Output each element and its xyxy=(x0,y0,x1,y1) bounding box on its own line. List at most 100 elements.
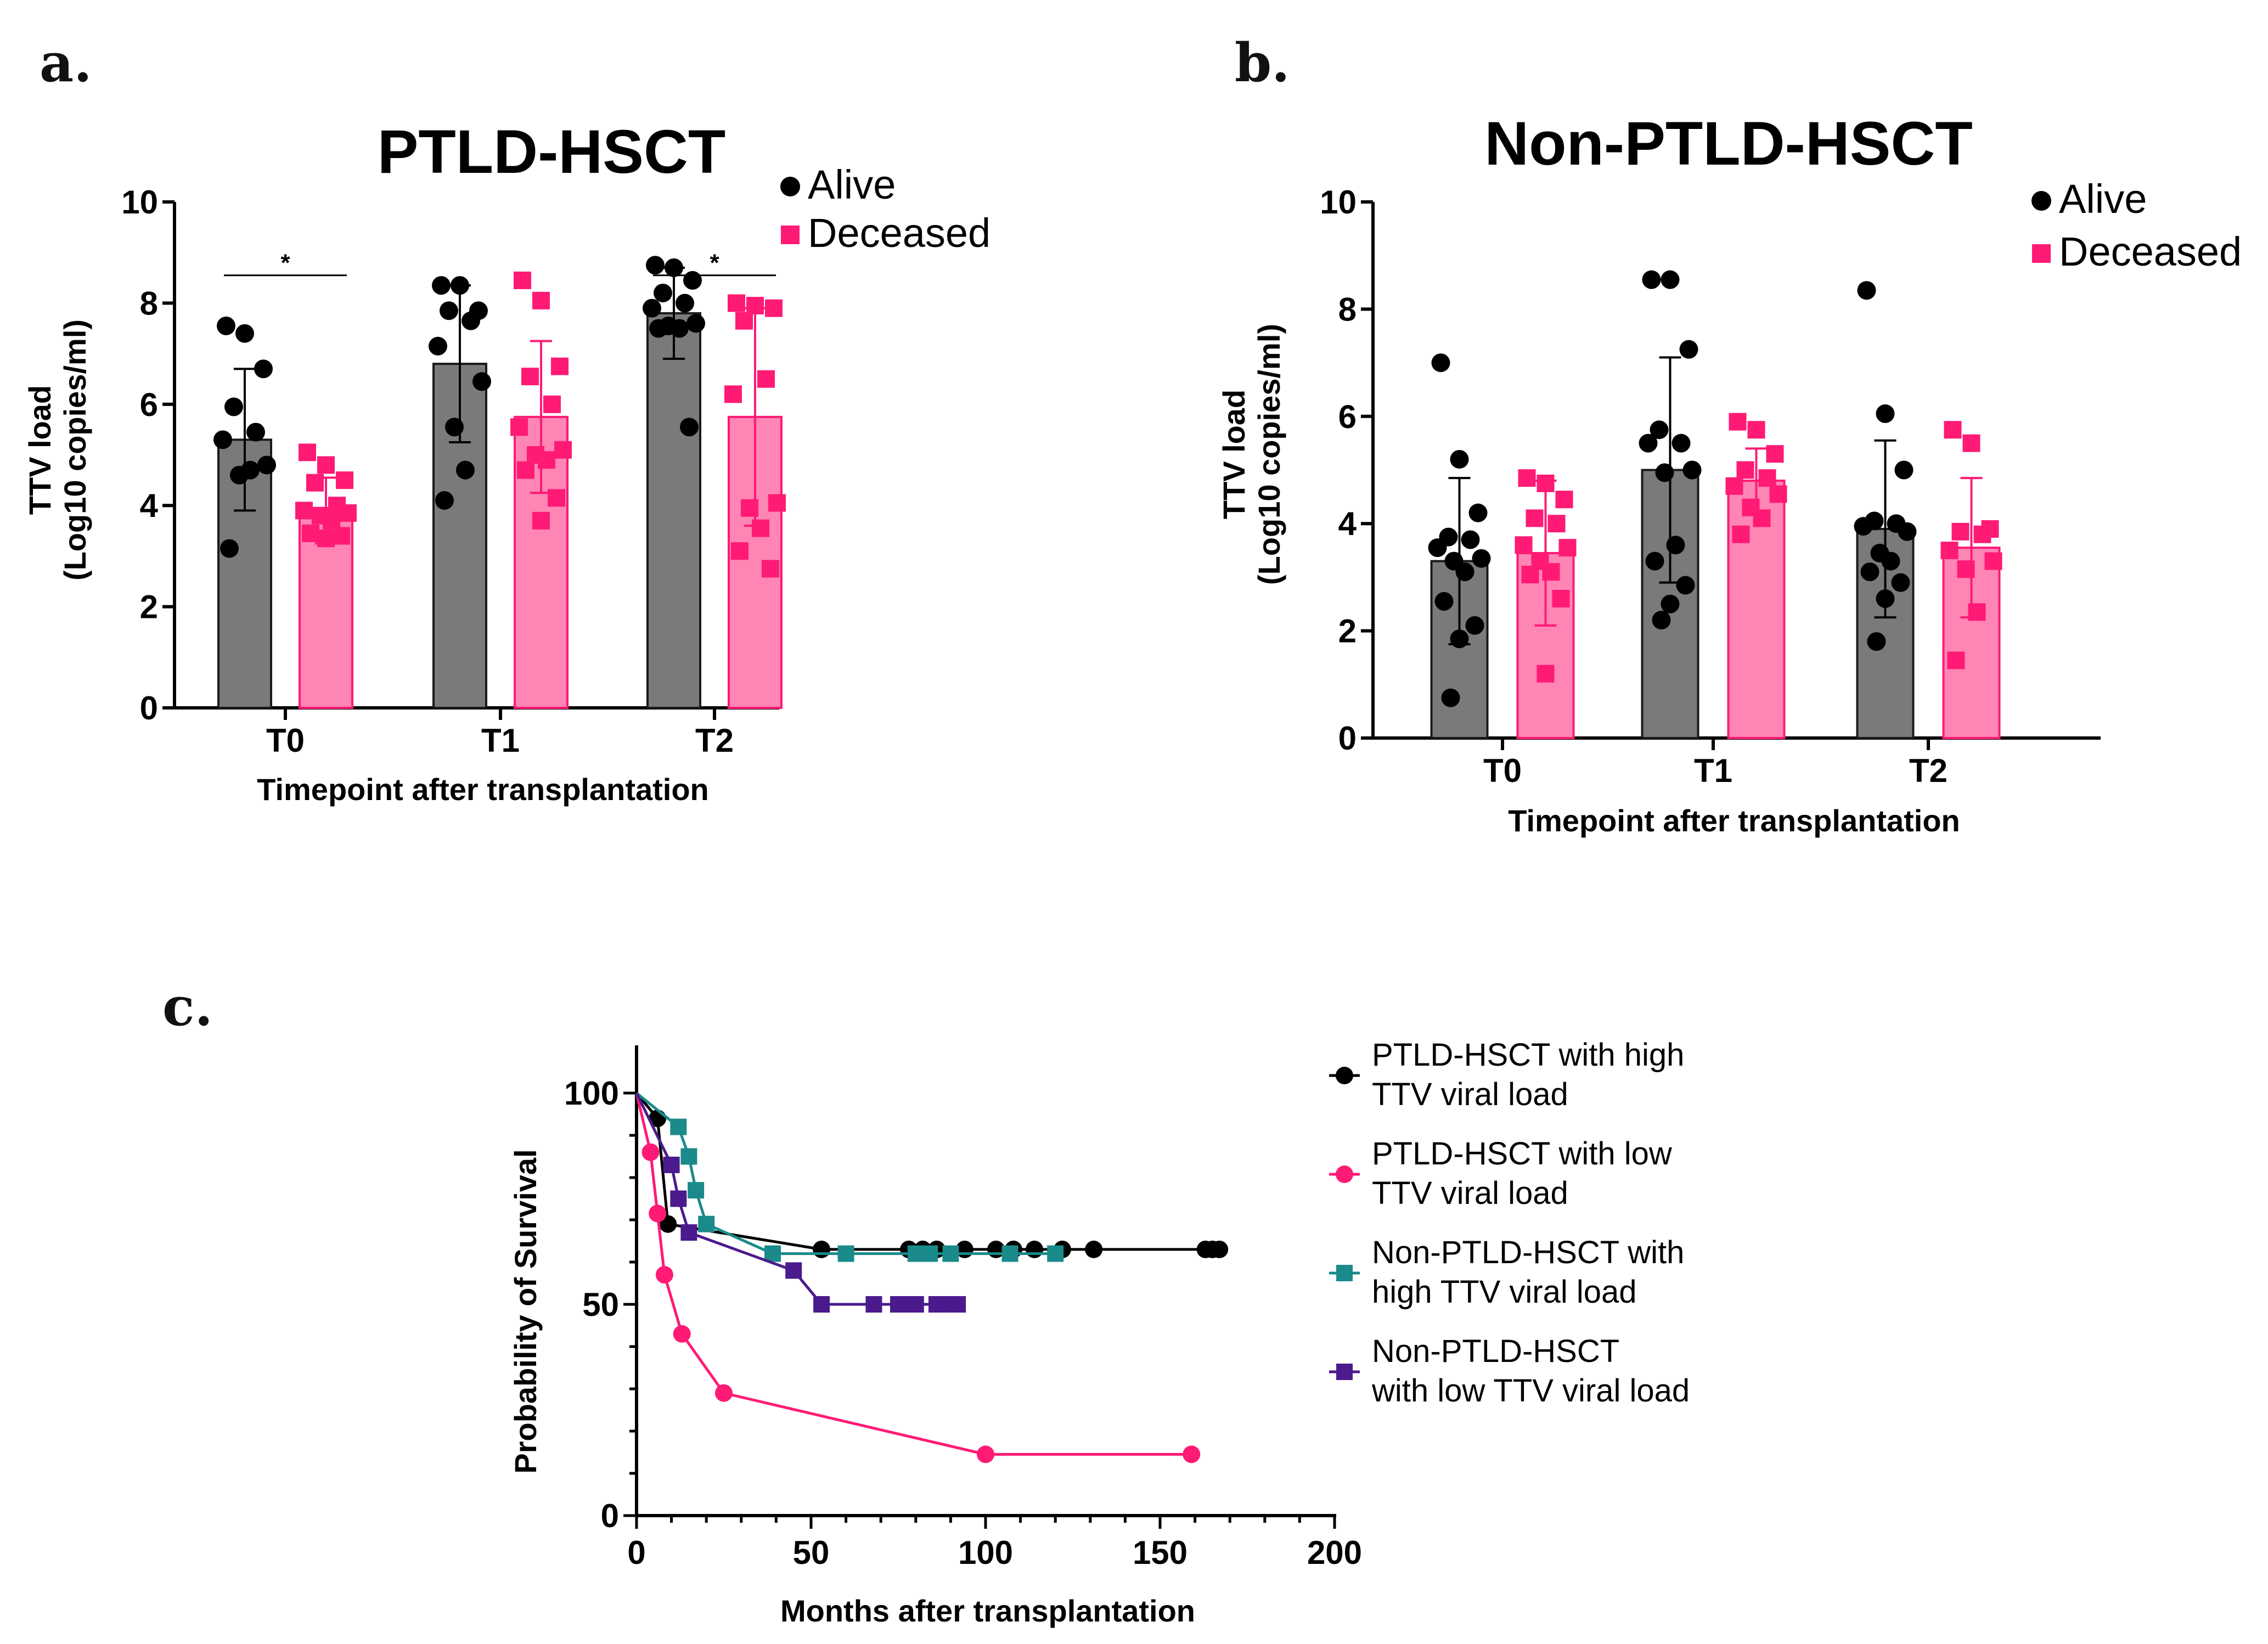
data-point-alive xyxy=(1854,517,1873,536)
data-point-deceased xyxy=(746,297,764,315)
y-tick-label: 8 xyxy=(1338,291,1357,328)
data-point-deceased xyxy=(752,519,769,537)
data-point-deceased xyxy=(1542,563,1560,581)
legend-marker xyxy=(1336,1067,1353,1084)
data-point-deceased xyxy=(538,451,555,469)
data-point-alive xyxy=(654,283,672,302)
legend-label-line1: Non-PTLD-HSCT xyxy=(1372,1333,1619,1369)
significance-star: * xyxy=(710,250,719,277)
data-point-deceased xyxy=(1940,542,1959,560)
y-tick-label: 4 xyxy=(1338,505,1357,542)
data-point-alive xyxy=(1450,629,1469,649)
data-point-deceased xyxy=(517,461,534,479)
data-point-alive xyxy=(646,256,665,275)
data-point-deceased xyxy=(1758,469,1776,487)
survival-line-1 xyxy=(635,1092,1223,1251)
data-point-alive xyxy=(1465,616,1484,635)
data-point-alive xyxy=(220,539,239,558)
legend-marker-alive xyxy=(780,177,800,196)
survival-marker xyxy=(673,1325,691,1343)
data-point-deceased xyxy=(1951,522,1969,541)
legend-marker-deceased xyxy=(781,226,800,244)
data-point-alive xyxy=(462,311,480,330)
data-point-alive xyxy=(445,418,464,437)
data-point-alive xyxy=(1645,551,1664,571)
chart-title: PTLD-HSCT xyxy=(378,117,726,186)
survival-marker xyxy=(715,1384,733,1402)
data-point-alive xyxy=(429,336,447,356)
data-point-deceased xyxy=(1944,421,1962,439)
survival-marker xyxy=(1047,1245,1064,1262)
data-point-deceased xyxy=(336,471,353,489)
y-axis-label-line1: TTV load xyxy=(22,385,57,515)
legend-marker xyxy=(1336,1364,1353,1380)
x-tick-label: T2 xyxy=(695,722,734,759)
legend-label-line2: TTV viral load xyxy=(1372,1077,1568,1112)
data-point-deceased xyxy=(333,527,350,545)
significance-star: * xyxy=(280,250,290,277)
x-axis-label: Months after transplantation xyxy=(780,1594,1195,1628)
legend-marker xyxy=(1336,1166,1353,1183)
y-axis-label: TTV load(Log10 copies/ml) xyxy=(22,319,92,581)
y-tick-label: 4 xyxy=(140,487,159,524)
data-point-deceased xyxy=(1984,552,2002,570)
survival-marker xyxy=(670,1190,687,1207)
data-point-alive xyxy=(435,491,454,510)
y-axis-label: Probability of Survival xyxy=(508,1149,543,1473)
data-point-alive xyxy=(254,359,273,379)
y-tick-label: 6 xyxy=(140,386,158,423)
data-point-alive xyxy=(1472,549,1491,568)
x-tick-label: 50 xyxy=(793,1534,830,1571)
data-point-deceased xyxy=(317,530,335,548)
x-axis-label: Timepoint after transplantation xyxy=(257,772,708,807)
survival-marker xyxy=(680,1148,697,1165)
data-point-alive xyxy=(1455,562,1475,582)
data-point-deceased xyxy=(295,502,313,520)
y-tick-label: 0 xyxy=(1338,720,1357,757)
panel-b-letter: b. xyxy=(1235,32,1290,94)
data-point-deceased xyxy=(532,511,550,530)
y-tick-label: 50 xyxy=(582,1286,619,1323)
data-point-alive xyxy=(686,314,705,333)
data-point-alive xyxy=(665,258,683,277)
data-point-deceased xyxy=(765,299,783,317)
data-point-alive xyxy=(1898,522,1917,541)
y-tick-label: 10 xyxy=(121,184,158,221)
data-point-deceased xyxy=(1753,509,1771,527)
data-point-alive xyxy=(1650,420,1669,440)
survival-marker xyxy=(1211,1240,1229,1258)
data-point-alive xyxy=(683,271,702,290)
data-point-deceased xyxy=(728,294,745,312)
data-point-alive xyxy=(440,301,458,320)
x-tick-label: 150 xyxy=(1133,1534,1188,1571)
data-point-alive xyxy=(1450,449,1469,469)
data-point-deceased xyxy=(1732,525,1750,543)
data-point-alive xyxy=(1461,530,1480,549)
data-point-deceased xyxy=(1558,539,1577,557)
data-point-deceased xyxy=(299,443,316,461)
y-axis-label-line1: TTV load xyxy=(1217,390,1251,519)
data-point-alive xyxy=(1876,589,1895,608)
y-tick-label: 0 xyxy=(140,690,158,727)
legend-label-line1: Non-PTLD-HSCT with xyxy=(1372,1235,1684,1270)
x-tick-label: T1 xyxy=(481,722,520,759)
x-axis-label: Timepoint after transplantation xyxy=(1508,803,1960,838)
data-point-alive xyxy=(217,316,235,335)
y-tick-label: 6 xyxy=(1338,398,1357,435)
data-point-alive xyxy=(1666,536,1685,555)
data-point-alive xyxy=(1857,281,1876,300)
data-point-deceased xyxy=(1515,536,1533,554)
x-tick-label: T2 xyxy=(1909,752,1948,789)
survival-marker xyxy=(1001,1245,1018,1262)
y-axis-label-line2: (Log10 copies/ml) xyxy=(58,319,92,581)
data-point-alive xyxy=(246,423,265,442)
data-point-alive xyxy=(1642,270,1661,289)
legend-label-3: Non-PTLD-HSCT with high TTV viral load xyxy=(1372,1235,1684,1310)
legend-marker-deceased xyxy=(2032,244,2051,263)
data-point-deceased xyxy=(1957,560,1975,578)
x-tick-label: T0 xyxy=(1483,752,1522,789)
chart-title: Non-PTLD-HSCT xyxy=(1484,109,1973,178)
legend-label-line2: TTV viral load xyxy=(1372,1175,1568,1211)
survival-marker xyxy=(663,1156,680,1173)
